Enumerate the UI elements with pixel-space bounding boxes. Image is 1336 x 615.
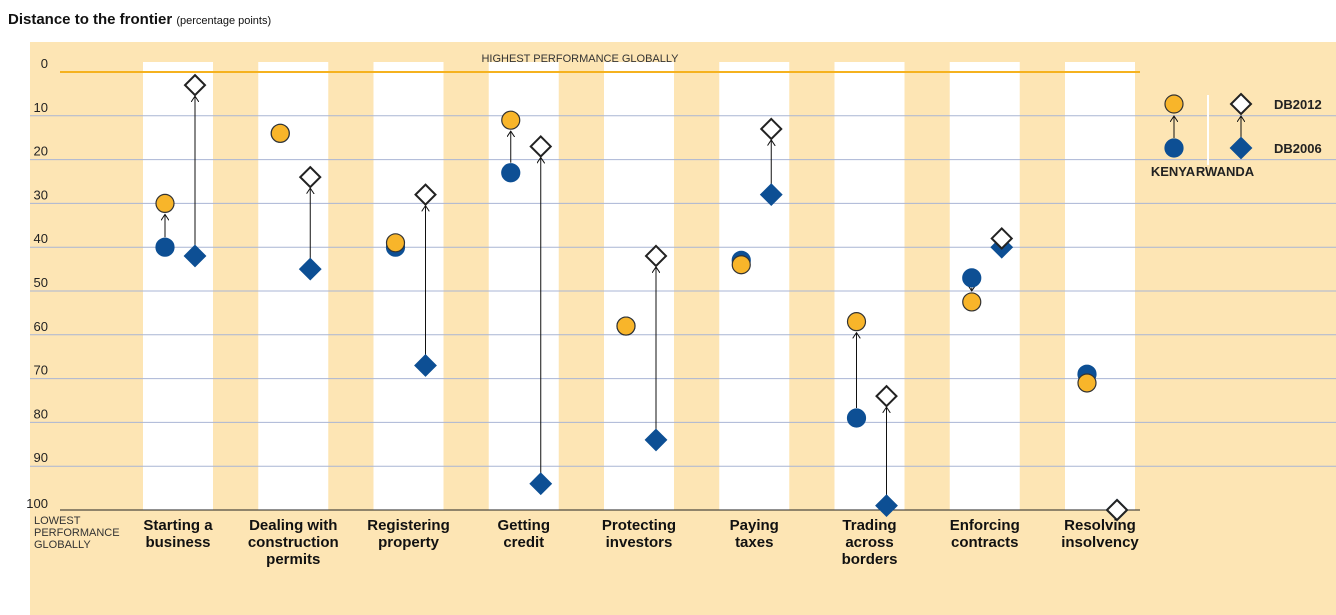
category-label: Protecting investors (602, 517, 676, 551)
marker-db2006 (846, 408, 867, 428)
category-column (373, 62, 444, 510)
category-label-line: Starting a (143, 517, 213, 534)
category-label: Enforcing contracts (950, 517, 1020, 551)
marker-db2012 (875, 384, 898, 408)
bottom-label: LOWEST PERFORMANCE GLOBALLY (34, 515, 120, 551)
marker-db2006 (962, 268, 982, 288)
marker-db2006 (183, 244, 207, 268)
category-column (1065, 62, 1135, 510)
category-label: Paying taxes (730, 517, 779, 551)
category-label: Resolving insolvency (1061, 517, 1139, 551)
category-label: Registering property (367, 517, 450, 551)
category-column (258, 62, 329, 510)
category-label-line: borders (842, 551, 898, 568)
category-label: Getting credit (498, 517, 551, 551)
category-label-line: investors (606, 534, 673, 551)
marker-db2012 (644, 244, 668, 268)
marker-db2012 (385, 233, 406, 253)
marker-db2006 (529, 472, 553, 496)
category-label-line: across (845, 534, 893, 551)
y-tick-label: 20 (34, 144, 48, 159)
y-tick-label: 40 (34, 231, 48, 246)
title: Distance to the frontier (percentage poi… (8, 11, 271, 28)
legend-db2012 (1164, 94, 1184, 114)
marker-db2012 (616, 316, 636, 336)
marker-db2012 (529, 135, 553, 158)
marker-db2006 (414, 354, 437, 377)
y-tick-label: 80 (34, 406, 48, 421)
marker-db2012 (1077, 373, 1097, 393)
category-label-line: Registering (367, 517, 450, 534)
category-label-line: taxes (735, 534, 773, 551)
y-tick-label: 0 (41, 56, 48, 71)
marker-db2006 (875, 494, 898, 518)
marker-db2006 (298, 257, 322, 281)
marker-db2006 (155, 237, 175, 257)
category-label-line: Getting (498, 517, 551, 534)
marker-db2006 (644, 428, 668, 452)
category-column (143, 62, 213, 510)
bottom-label-line: LOWEST (34, 515, 81, 527)
marker-db2012 (759, 117, 783, 141)
category-label-line: contracts (951, 534, 1019, 551)
marker-db2012 (846, 312, 867, 332)
y-tick-label: 70 (34, 363, 48, 378)
marker-db2012 (501, 110, 521, 130)
bottom-label-line: PERFORMANCE (34, 527, 120, 539)
marker-db2012 (962, 292, 982, 312)
top-label: HIGHEST PERFORMANCE GLOBALLY (481, 53, 679, 65)
marker-db2012 (183, 73, 207, 97)
y-tick-label: 30 (34, 187, 48, 202)
legend-group: RWANDA (1196, 164, 1255, 179)
category-column (488, 62, 559, 510)
marker-db2012 (270, 123, 290, 143)
category-label-line: Protecting (602, 517, 676, 534)
y-tick-label: 60 (34, 319, 48, 334)
category-label-line: Dealing with (249, 517, 337, 534)
category-label-line: insolvency (1061, 534, 1139, 551)
legend-db2006 (1164, 138, 1184, 158)
category-label-line: construction (248, 534, 339, 551)
marker-db2012 (731, 255, 751, 275)
category-label-line: credit (503, 534, 544, 551)
legend-db2012 (1229, 92, 1253, 116)
category-label: Trading across borders (842, 517, 898, 568)
category-label-line: Resolving (1064, 517, 1136, 534)
y-tick-label: 100 (26, 496, 48, 511)
marker-db2012 (414, 183, 437, 207)
legend-db2006 (1229, 136, 1253, 160)
marker-db2012 (1105, 498, 1129, 522)
category-label-line: property (378, 534, 440, 551)
y-tick-label: 50 (34, 275, 48, 290)
marker-db2012 (155, 193, 175, 213)
legend-db2012-label: DB2012 (1274, 97, 1322, 112)
category-label-line: business (145, 534, 210, 551)
category-label-line: Enforcing (950, 517, 1020, 534)
bottom-label-line: GLOBALLY (34, 539, 91, 551)
category-label: Dealing with construction permits (248, 517, 339, 568)
legend-db2006-label: DB2006 (1274, 141, 1322, 156)
category-label-line: Trading (842, 517, 896, 534)
category-label-line: Paying (730, 517, 779, 534)
category-column (949, 62, 1020, 510)
marker-db2012 (990, 227, 1014, 250)
subtitle: (percentage points) (176, 15, 271, 27)
marker-db2006 (759, 183, 783, 207)
marker-db2012 (298, 165, 322, 189)
category-label: Starting a business (143, 517, 213, 551)
marker-db2006 (501, 163, 521, 183)
legend-group: KENYA (1151, 164, 1196, 179)
category-label-line: permits (266, 551, 320, 568)
y-tick-label: 10 (34, 100, 48, 115)
title-text: Distance to the frontier (8, 11, 172, 28)
y-tick-label: 90 (34, 450, 48, 465)
plot-background (30, 42, 1336, 615)
category-column (719, 62, 790, 510)
category-column (834, 62, 905, 510)
